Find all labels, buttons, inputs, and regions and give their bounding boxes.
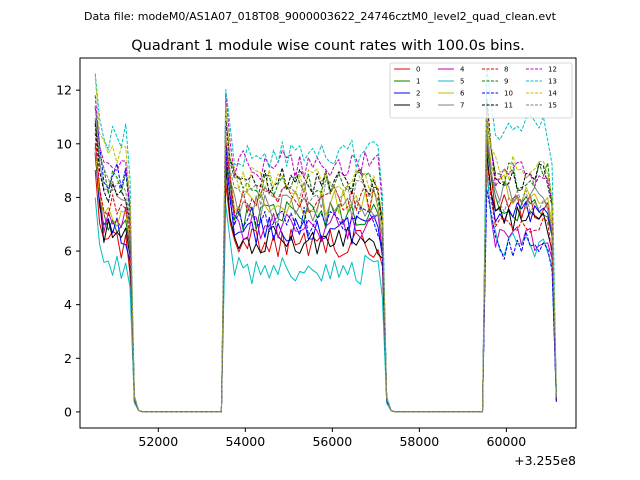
legend-label: 0 — [416, 66, 420, 74]
y-tick-label: 12 — [56, 83, 72, 98]
legend-label: 11 — [504, 102, 513, 110]
legend-label: 4 — [460, 66, 465, 74]
series-layer — [94, 67, 557, 413]
plot-area — [79, 57, 577, 429]
x-tick-label: 56000 — [312, 434, 352, 449]
x-axis: 52000 54000 56000 58000 60000 — [138, 428, 526, 449]
legend-label: 12 — [548, 66, 557, 74]
series-line-4 — [94, 143, 557, 413]
legend-label: 15 — [548, 102, 557, 110]
x-offset-label: +3.255e8 — [514, 453, 576, 468]
series-line-11 — [94, 98, 557, 413]
series-line-15 — [94, 105, 557, 413]
series-line-9 — [94, 106, 557, 413]
legend-label: 14 — [548, 90, 557, 98]
y-tick-label: 2 — [64, 351, 72, 366]
legend-label: 3 — [416, 102, 420, 110]
legend-label: 9 — [504, 78, 508, 86]
y-tick-label: 0 — [64, 404, 72, 419]
x-tick-label: 54000 — [225, 434, 265, 449]
y-axis: 0 2 4 6 8 10 12 — [56, 83, 80, 419]
legend-label: 1 — [416, 78, 420, 86]
x-tick-label: 60000 — [487, 434, 527, 449]
y-tick-label: 6 — [64, 244, 72, 259]
legend-label: 5 — [460, 78, 464, 86]
x-tick-label: 52000 — [138, 434, 178, 449]
legend-label: 2 — [416, 90, 420, 98]
legend-label: 10 — [504, 90, 513, 98]
legend-label: 7 — [460, 102, 464, 110]
series-line-1 — [94, 141, 557, 413]
legend-label: 8 — [504, 66, 508, 74]
chart-suptitle: Data file: modeM0/AS1A07_018T08_90000036… — [84, 10, 557, 23]
series-line-6 — [94, 125, 557, 413]
series-line-5 — [94, 168, 557, 413]
legend-frame — [389, 62, 573, 119]
series-line-10 — [94, 107, 557, 413]
y-tick-label: 8 — [64, 190, 72, 205]
x-tick-label: 58000 — [399, 434, 439, 449]
y-tick-label: 10 — [56, 136, 72, 151]
chart-title: Quadrant 1 module wise count rates with … — [131, 38, 525, 54]
y-tick-label: 4 — [64, 297, 72, 312]
legend-label: 13 — [548, 78, 557, 86]
plot-frame — [79, 57, 577, 429]
legend-label: 6 — [460, 90, 465, 98]
